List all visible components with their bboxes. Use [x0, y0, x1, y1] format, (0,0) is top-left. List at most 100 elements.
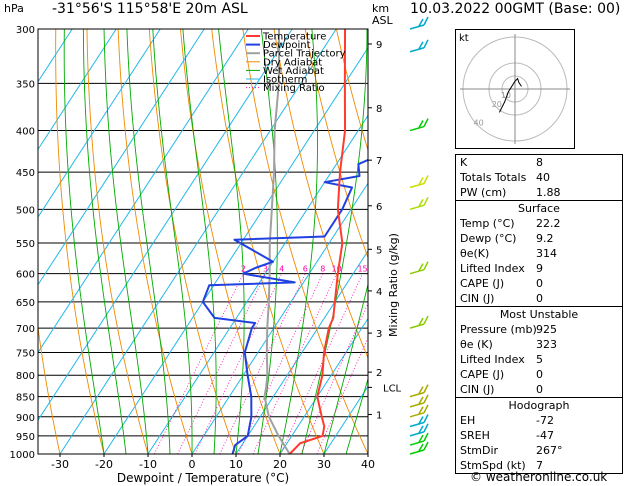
surface-row: Dewp (°C) 9.2 [456, 231, 622, 246]
wet-adiabat-line [345, 377, 368, 454]
hodograph-ring-label: 10 [501, 91, 511, 100]
surface-label: Lifted Index [460, 262, 525, 275]
mixing-ratio-line [219, 273, 306, 454]
mixing-ratio-label: 6 [303, 265, 308, 274]
hpa-unit-label: hPa [4, 2, 24, 15]
dry-adiabat-line [242, 29, 368, 454]
wind-barb [409, 404, 429, 418]
most-unstable-value: 323 [536, 338, 557, 351]
km-tick-label: 3 [376, 329, 382, 340]
surface-section: Surface Temp (°C) 22.2 Dewp (°C) 9.2 θe(K) 31… [456, 200, 622, 306]
surface-label: θe(K) [460, 247, 490, 260]
index-row: PW (cm) 1.88 [456, 185, 622, 200]
hodograph-ring-label: 20 [492, 100, 502, 109]
hodograph-stat-label: EH [460, 414, 476, 427]
temperature-tick-label: -20 [95, 458, 113, 471]
legend-label: Mixing Ratio [263, 83, 325, 94]
most-unstable-label: Lifted Index [460, 353, 525, 366]
temperature-tick-label: -30 [51, 458, 69, 471]
wet-adiabat-line [103, 29, 149, 454]
wet-adiabat-line [257, 29, 278, 454]
mixing-ratio-label: 4 [279, 265, 284, 274]
most-unstable-title: Most Unstable [499, 308, 579, 321]
wet-adiabat-line [63, 29, 105, 454]
hodograph-section: Hodograph EH -72 SREH -47 StmDir 267° StmSpd (… [456, 397, 622, 473]
isotherm-line [38, 29, 293, 422]
wet-adiabat-line [279, 29, 318, 454]
wet-adiabat-line [323, 282, 368, 454]
hodograph-stat-value: 7 [536, 459, 543, 472]
hodograph-stat-row: SREH -47 [456, 428, 622, 443]
pressure-tick-label: 900 [16, 413, 35, 424]
dry-adiabat-line [304, 29, 368, 259]
surface-row: θe(K) 314 [456, 246, 622, 261]
km-tick-label: 2 [376, 368, 382, 379]
pressure-tick-label: 550 [16, 239, 35, 250]
pressure-tick-label: 850 [16, 393, 35, 404]
isotherm-line [103, 46, 368, 454]
temperature-tick-label: 20 [273, 458, 287, 471]
pressure-tick-label: 1000 [10, 450, 35, 461]
pressure-tick-label: 450 [16, 168, 35, 179]
most-unstable-value: 925 [536, 323, 557, 336]
index-label: PW (cm) [460, 186, 507, 199]
mixing-ratio-label: 8 [320, 265, 325, 274]
surface-value: 9 [536, 262, 543, 275]
dry-adiabat-line [273, 29, 368, 360]
index-value: 1.88 [536, 186, 561, 199]
km-tick-label: 7 [376, 156, 382, 167]
lcl-label: LCL [383, 383, 402, 394]
wind-barb [409, 16, 429, 30]
wind-barb [409, 196, 429, 211]
most-unstable-row: CAPE (J) 0 [456, 367, 622, 382]
legend-label: Dewpoint [263, 40, 311, 51]
surface-value: 0 [536, 292, 543, 305]
wind-barb [409, 384, 429, 398]
most-unstable-label: CAPE (J) [460, 368, 505, 381]
most-unstable-section: Most Unstable Pressure (mb) 925 θe (K) 323 L… [456, 306, 622, 397]
most-unstable-row: θe (K) 323 [456, 337, 622, 352]
wet-adiabat-line [126, 29, 171, 454]
legend-label: Wet Adiabat [263, 66, 324, 77]
datetime-title: 10.03.2022 00GMT (Base: 00) [410, 1, 621, 17]
pressure-tick-label: 600 [16, 270, 35, 281]
pressure-tick-label: 350 [16, 79, 35, 90]
surface-row: Temp (°C) 22.2 [456, 216, 622, 231]
wind-barb [409, 394, 429, 408]
mixing-ratio-axis-label: Mixing Ratio (g/kg) [387, 233, 400, 337]
hodograph-stat-label: StmDir [460, 444, 499, 457]
hodograph-stat-value: 267° [536, 444, 563, 457]
wind-barb [409, 39, 429, 53]
wet-adiabat-line [82, 29, 127, 454]
surface-label: CIN (J) [460, 292, 495, 305]
index-row: Totals Totals 40 [456, 170, 622, 185]
isotherm-line [38, 29, 161, 218]
dry-adiabat-line [148, 29, 237, 454]
hodograph-stat-value: -47 [536, 429, 554, 442]
most-unstable-label: CIN (J) [460, 383, 495, 396]
temperature-line [288, 29, 347, 454]
most-unstable-value: 0 [536, 383, 543, 396]
isotherm-line [147, 114, 368, 454]
dry-adiabat-line [0, 29, 16, 454]
temperature-tick-label: 0 [189, 458, 196, 471]
legend-label: Isotherm [263, 75, 307, 86]
legend-label: Dry Adiabat [263, 57, 322, 68]
hodograph-trace [498, 77, 522, 113]
temperature-tick-label: 40 [361, 458, 375, 471]
pressure-tick-label: 750 [16, 348, 35, 359]
hodograph-stat-label: StmSpd (kt) [460, 459, 526, 472]
most-unstable-row: CIN (J) 0 [456, 382, 622, 397]
copyright-footer[interactable]: © weatheronline.co.uk [470, 470, 608, 484]
hodograph-stat-row: StmSpd (kt) 7 [456, 458, 622, 473]
x-axis-label: Dewpoint / Temperature (°C) [117, 471, 289, 485]
dry-adiabat-line [335, 29, 368, 152]
dry-adiabat-line [86, 29, 149, 454]
wind-barb [409, 261, 429, 275]
isotherm-line [235, 250, 368, 454]
hodograph-ring-label: 40 [474, 118, 484, 127]
km-tick-label: 1 [376, 410, 382, 421]
wind-barb [409, 432, 429, 446]
km-tick-label: 6 [376, 202, 382, 213]
